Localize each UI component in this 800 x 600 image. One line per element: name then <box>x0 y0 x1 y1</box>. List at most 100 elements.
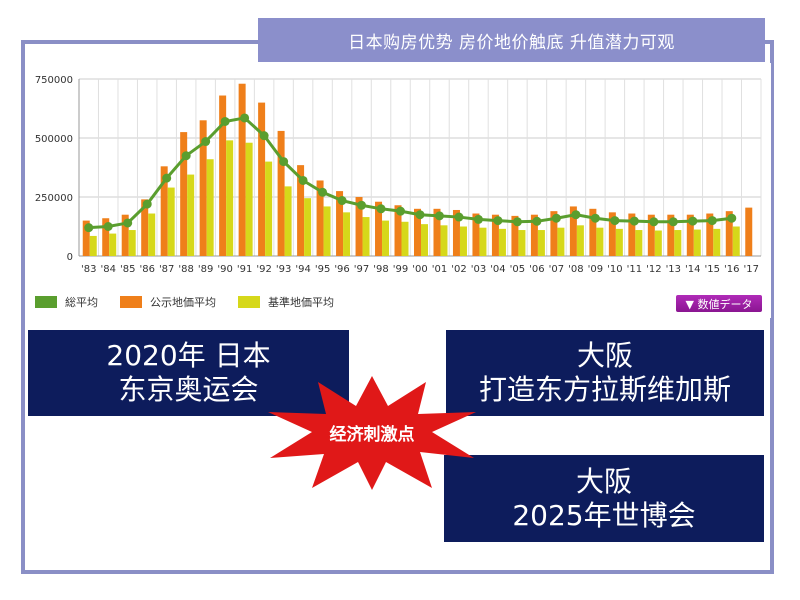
bar-standard <box>128 230 136 256</box>
total-average-point <box>571 210 581 220</box>
bar-public <box>375 201 383 256</box>
total-average-point <box>707 216 717 226</box>
total-average-point <box>337 196 347 206</box>
x-tick-label: '08 <box>568 264 583 275</box>
numeric-data-button[interactable]: ▼ 数値データ <box>676 295 762 312</box>
osaka-vegas-panel: 大阪 打造东方拉斯维加斯 <box>446 330 764 416</box>
x-tick-label: '93 <box>276 264 291 275</box>
panel-line-1: 大阪 <box>575 464 632 498</box>
bar-public <box>569 206 577 256</box>
x-tick-label: '00 <box>412 264 427 275</box>
bar-public <box>297 165 305 256</box>
total-average-point <box>84 223 94 233</box>
total-average-point <box>649 217 659 227</box>
bar-public <box>82 220 90 256</box>
burst-label: 经济刺激点 <box>262 372 482 492</box>
bar-public <box>219 95 227 256</box>
bar-public <box>160 166 168 256</box>
x-tick-label: '12 <box>646 264 661 275</box>
total-average-point <box>162 173 172 183</box>
bar-standard <box>284 186 292 256</box>
total-average-point <box>240 113 250 123</box>
bar-public <box>414 208 421 256</box>
bar-standard <box>187 174 195 256</box>
total-average-point <box>396 206 406 216</box>
total-average-point <box>181 151 191 161</box>
panel-line-1: 2020年 日本 <box>106 339 271 372</box>
x-tick-label: '17 <box>744 264 759 275</box>
total-average-point <box>318 187 328 197</box>
panel-line-2: 2025年世博会 <box>512 498 696 532</box>
total-average-line <box>88 116 732 230</box>
bar-standard <box>732 226 740 256</box>
bar-public <box>238 83 246 256</box>
bar-standard <box>109 233 117 256</box>
total-average-point <box>727 213 737 223</box>
y-tick-label: 250000 <box>35 193 73 204</box>
bar-public <box>472 213 480 256</box>
bar-standard <box>459 226 467 256</box>
x-tick-label: '10 <box>607 264 622 275</box>
total-average-point <box>493 216 503 226</box>
total-average-point <box>590 213 600 223</box>
x-tick-label: '96 <box>334 264 349 275</box>
bar-public <box>102 218 110 256</box>
panel-line-1: 大阪 <box>576 339 633 372</box>
total-average-point <box>512 217 522 227</box>
bar-standard <box>576 225 584 256</box>
bar-public <box>199 120 207 256</box>
x-tick-label: '88 <box>178 264 193 275</box>
x-tick-label: '14 <box>685 264 700 275</box>
x-tick-label: '90 <box>217 264 232 275</box>
x-tick-label: '01 <box>432 264 447 275</box>
bar-standard <box>245 142 253 256</box>
bar-public <box>608 212 616 256</box>
y-tick-label: 0 <box>67 252 73 263</box>
x-tick-label: '03 <box>471 264 486 275</box>
total-average-point <box>376 204 386 214</box>
bar-standard <box>674 230 682 256</box>
x-tick-label: '86 <box>139 264 154 275</box>
bar-standard <box>596 227 604 256</box>
bar-public <box>511 215 519 256</box>
bar-public <box>452 209 460 256</box>
bar-standard <box>518 230 526 256</box>
bar-standard <box>557 227 565 256</box>
tokyo-olympics-panel: 2020年 日本 东京奥运会 <box>28 330 349 416</box>
total-average-point <box>123 218 133 228</box>
bar-public <box>433 208 441 256</box>
legend-swatch <box>238 296 260 308</box>
panel-line-2: 打造东方拉斯维加斯 <box>478 373 731 406</box>
total-average-point <box>473 214 483 224</box>
burst-star-icon <box>268 376 476 490</box>
total-average-point <box>357 200 367 210</box>
bar-public <box>745 207 753 256</box>
burst-text: 经济刺激点 <box>329 424 415 445</box>
bar-public <box>121 214 129 256</box>
total-average-point <box>201 137 211 147</box>
bar-standard <box>323 206 331 256</box>
bar-public <box>628 213 636 256</box>
bar-standard <box>654 230 662 256</box>
osaka-expo-panel: 大阪 2025年世博会 <box>444 455 764 542</box>
legend-label: 基準地価平均 <box>268 296 334 309</box>
x-tick-label: '16 <box>724 264 739 275</box>
bar-public <box>394 205 402 256</box>
x-tick-label: '87 <box>159 264 174 275</box>
bar-public <box>258 102 266 256</box>
bar-public <box>141 199 149 256</box>
bar-standard <box>382 220 390 256</box>
bar-standard <box>693 229 701 256</box>
bar-standard <box>421 224 428 256</box>
bar-public <box>647 214 655 256</box>
bar-public <box>316 180 324 256</box>
total-average-point <box>688 216 698 226</box>
land-price-chart: 0 250000 500000 750000 '83 '84 '85 '86 '87 '88 '89… <box>33 63 771 318</box>
numeric-data-label: ▼ 数値データ <box>685 297 753 311</box>
x-tick-label: '92 <box>256 264 271 275</box>
x-tick-label: '91 <box>237 264 252 275</box>
bar-standard <box>401 221 409 256</box>
x-tick-label: '13 <box>666 264 681 275</box>
x-tick-label: '11 <box>627 264 642 275</box>
chart-svg: 0 250000 500000 750000 '83 '84 '85 '86 '87 '88 '89… <box>35 75 762 275</box>
